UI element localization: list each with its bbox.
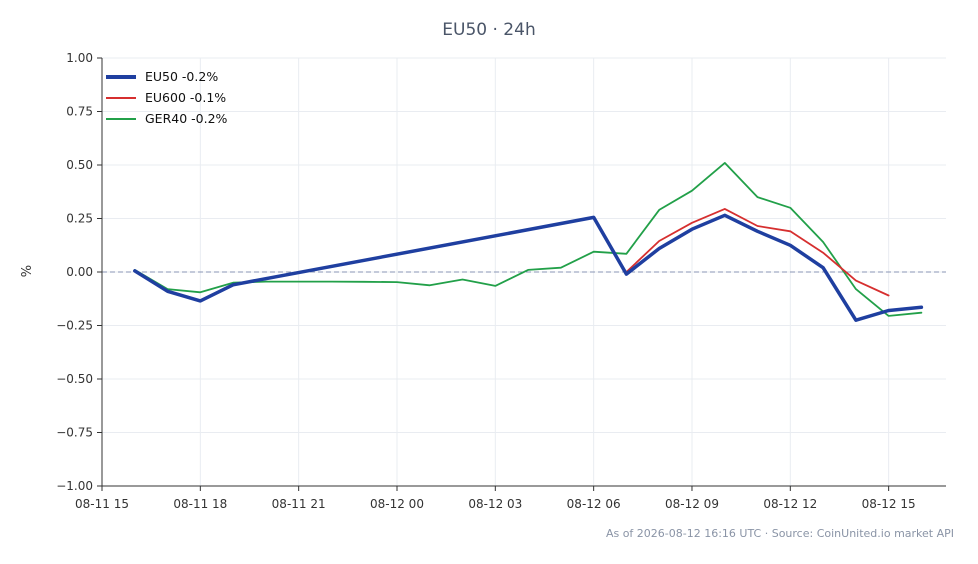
y-tick-label: 0.00 <box>66 265 93 279</box>
legend-label: EU50 -0.2% <box>145 69 219 84</box>
x-axis-ticks: 08-11 15 08-11 18 08-11 21 08-12 00 08-12 03… <box>75 486 916 511</box>
legend-item-eu600: EU600 -0.1% <box>106 87 227 108</box>
legend: EU50 -0.2% EU600 -0.1% GER40 -0.2% <box>106 66 227 129</box>
y-tick-label: 0.25 <box>66 212 93 226</box>
x-tick-label: 08-12 12 <box>763 497 817 511</box>
y-tick-label: −1.00 <box>56 479 93 493</box>
legend-swatch <box>106 117 136 120</box>
chart-title: EU50 · 24h <box>442 20 536 40</box>
y-axis-label: % <box>20 265 35 277</box>
series-line-eu600 <box>625 207 890 297</box>
y-tick-label: 0.75 <box>66 105 93 119</box>
y-tick-label: −0.75 <box>56 426 93 440</box>
legend-item-ger40: GER40 -0.2% <box>106 108 227 129</box>
y-axis-ticks: 1.00 0.75 0.50 0.25 0.00 −0.25 −0.50 −0.75 −1.00 <box>56 51 102 493</box>
series-lines <box>133 161 924 322</box>
x-tick-label: 08-11 15 <box>75 497 129 511</box>
y-tick-label: 0.50 <box>66 158 93 172</box>
x-tick-label: 08-11 18 <box>173 497 227 511</box>
y-tick-label: 1.00 <box>66 51 93 65</box>
x-tick-label: 08-12 03 <box>468 497 522 511</box>
x-tick-label: 08-12 06 <box>567 497 621 511</box>
legend-swatch <box>106 96 136 99</box>
x-tick-label: 08-11 21 <box>272 497 326 511</box>
x-tick-label: 08-12 15 <box>862 497 916 511</box>
legend-label: EU600 -0.1% <box>145 90 227 105</box>
legend-swatch <box>106 74 136 79</box>
y-tick-label: −0.25 <box>56 319 93 333</box>
y-tick-label: −0.50 <box>56 372 93 386</box>
legend-label: GER40 -0.2% <box>145 111 228 126</box>
series-line-ger40 <box>133 161 923 317</box>
x-tick-label: 08-12 00 <box>370 497 424 511</box>
series-line-eu50 <box>133 213 924 322</box>
x-tick-label: 08-12 09 <box>665 497 719 511</box>
source-footer: As of 2026-08-12 16:16 UTC · Source: Coi… <box>605 527 954 540</box>
legend-item-eu50: EU50 -0.2% <box>106 66 227 87</box>
